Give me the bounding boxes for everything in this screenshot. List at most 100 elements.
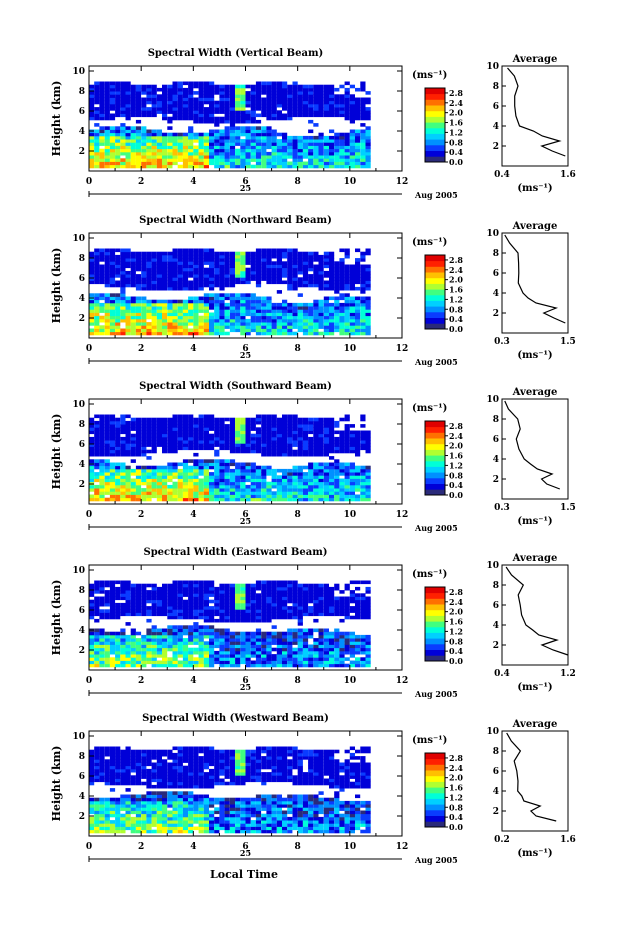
heatmap-cell [235, 325, 241, 329]
heatmap-cell [209, 644, 215, 649]
heatmap-cell [182, 497, 189, 502]
heatmap-cell [94, 248, 100, 253]
heatmap-cell [177, 270, 183, 275]
heatmap-cell [334, 87, 340, 92]
heatmap-cell [255, 609, 262, 613]
heatmap-cell [229, 258, 236, 262]
heatmap-cell [109, 590, 116, 594]
heatmap-cell [209, 94, 215, 98]
heatmap-cell [229, 654, 236, 658]
heatmap-cell [99, 430, 105, 435]
heatmap-cell [214, 161, 220, 166]
heatmap-cell [271, 129, 277, 134]
heatmap-cell [323, 280, 329, 285]
heatmap-cell [302, 647, 309, 652]
heatmap-cell [318, 299, 324, 304]
heatmap-cell [349, 148, 355, 153]
heatmap-cell [172, 612, 178, 617]
heatmap-cell [287, 312, 293, 317]
heatmap-cell [318, 286, 324, 291]
heatmap-cell [297, 107, 303, 111]
heatmap-cell [151, 440, 157, 444]
heatmap-cell [235, 609, 241, 613]
heatmap-cell [355, 277, 361, 281]
heatmap-cell [104, 145, 110, 150]
heatmap-cell [365, 164, 371, 169]
heatmap-cell [167, 433, 173, 438]
heatmap-cell [203, 142, 209, 146]
heatmap-cell [120, 113, 126, 118]
heatmap-cell [141, 306, 147, 310]
heatmap-cell [240, 590, 246, 594]
heatmap-cell [130, 590, 136, 594]
heatmap-cell [297, 634, 303, 639]
heatmap-cell [245, 590, 251, 594]
heatmap-cell [313, 660, 319, 665]
heatmap-cell [313, 440, 319, 444]
heatmap-cell [250, 113, 256, 118]
heatmap-cell [229, 87, 236, 92]
heatmap-cell [344, 135, 350, 140]
heatmap-cell [365, 306, 371, 310]
heatmap-cell [125, 139, 131, 143]
heatmap-cell [261, 491, 267, 495]
heatmap-cell [89, 84, 95, 89]
heatmap-cell [229, 161, 236, 166]
heatmap-cell [329, 462, 335, 467]
heatmap-cell [323, 164, 329, 169]
heatmap-cell [162, 606, 168, 610]
heatmap-cell [313, 91, 319, 95]
heatmap-cell [245, 158, 251, 162]
heatmap-cell [261, 151, 267, 156]
heatmap-cell [109, 433, 116, 438]
heatmap-cell [339, 465, 345, 470]
heatmap-cell [250, 484, 256, 489]
heatmap-cell [240, 129, 246, 134]
heatmap-cell [99, 280, 105, 285]
heatmap-cell [271, 609, 277, 613]
heatmap-cell [271, 315, 277, 320]
heatmap-cell [365, 481, 371, 486]
heatmap-cell [308, 606, 314, 610]
heatmap-cell [198, 644, 204, 649]
heatmap-cell [266, 100, 272, 105]
heatmap-cell [167, 586, 173, 591]
heatmap-cell [229, 91, 236, 95]
heatmap-cell [104, 593, 110, 597]
heatmap-cell [99, 107, 105, 111]
heatmap-cell [261, 615, 267, 620]
heatmap-cell [214, 433, 220, 438]
heatmap-cell [141, 606, 147, 610]
heatmap-cell [229, 164, 236, 169]
heatmap-cell [271, 586, 277, 591]
heatmap-cell [302, 94, 309, 98]
heatmap-cell [177, 103, 183, 108]
heatmap-cell [255, 306, 262, 310]
heatmap-cell [198, 254, 204, 259]
heatmap-cell [115, 126, 121, 130]
heatmap-cell [292, 481, 298, 486]
heatmap-cell [240, 100, 246, 105]
heatmap-cell [308, 315, 314, 320]
heatmap-cell [229, 283, 236, 288]
heatmap-cell [104, 318, 110, 323]
heatmap-cell [198, 132, 204, 137]
heatmap-cell [365, 296, 371, 301]
heatmap-cell [203, 116, 209, 121]
heatmap-cell [224, 660, 230, 665]
heatmap-cell [235, 116, 241, 121]
heatmap-cell [261, 100, 267, 105]
heatmap-cell [365, 433, 371, 438]
heatmap-cell [135, 161, 142, 166]
heatmap-cell [130, 318, 136, 323]
heatmap-cell [308, 446, 314, 451]
heatmap-cell [313, 312, 319, 317]
heatmap-cell [172, 491, 178, 495]
heatmap-cell [308, 261, 314, 265]
heatmap-cell [203, 586, 209, 591]
heatmap-cell [313, 87, 319, 92]
heatmap-cell [313, 280, 319, 285]
heatmap-cell [349, 302, 355, 307]
heatmap-cell [339, 481, 345, 486]
heatmap-cell [261, 497, 267, 502]
